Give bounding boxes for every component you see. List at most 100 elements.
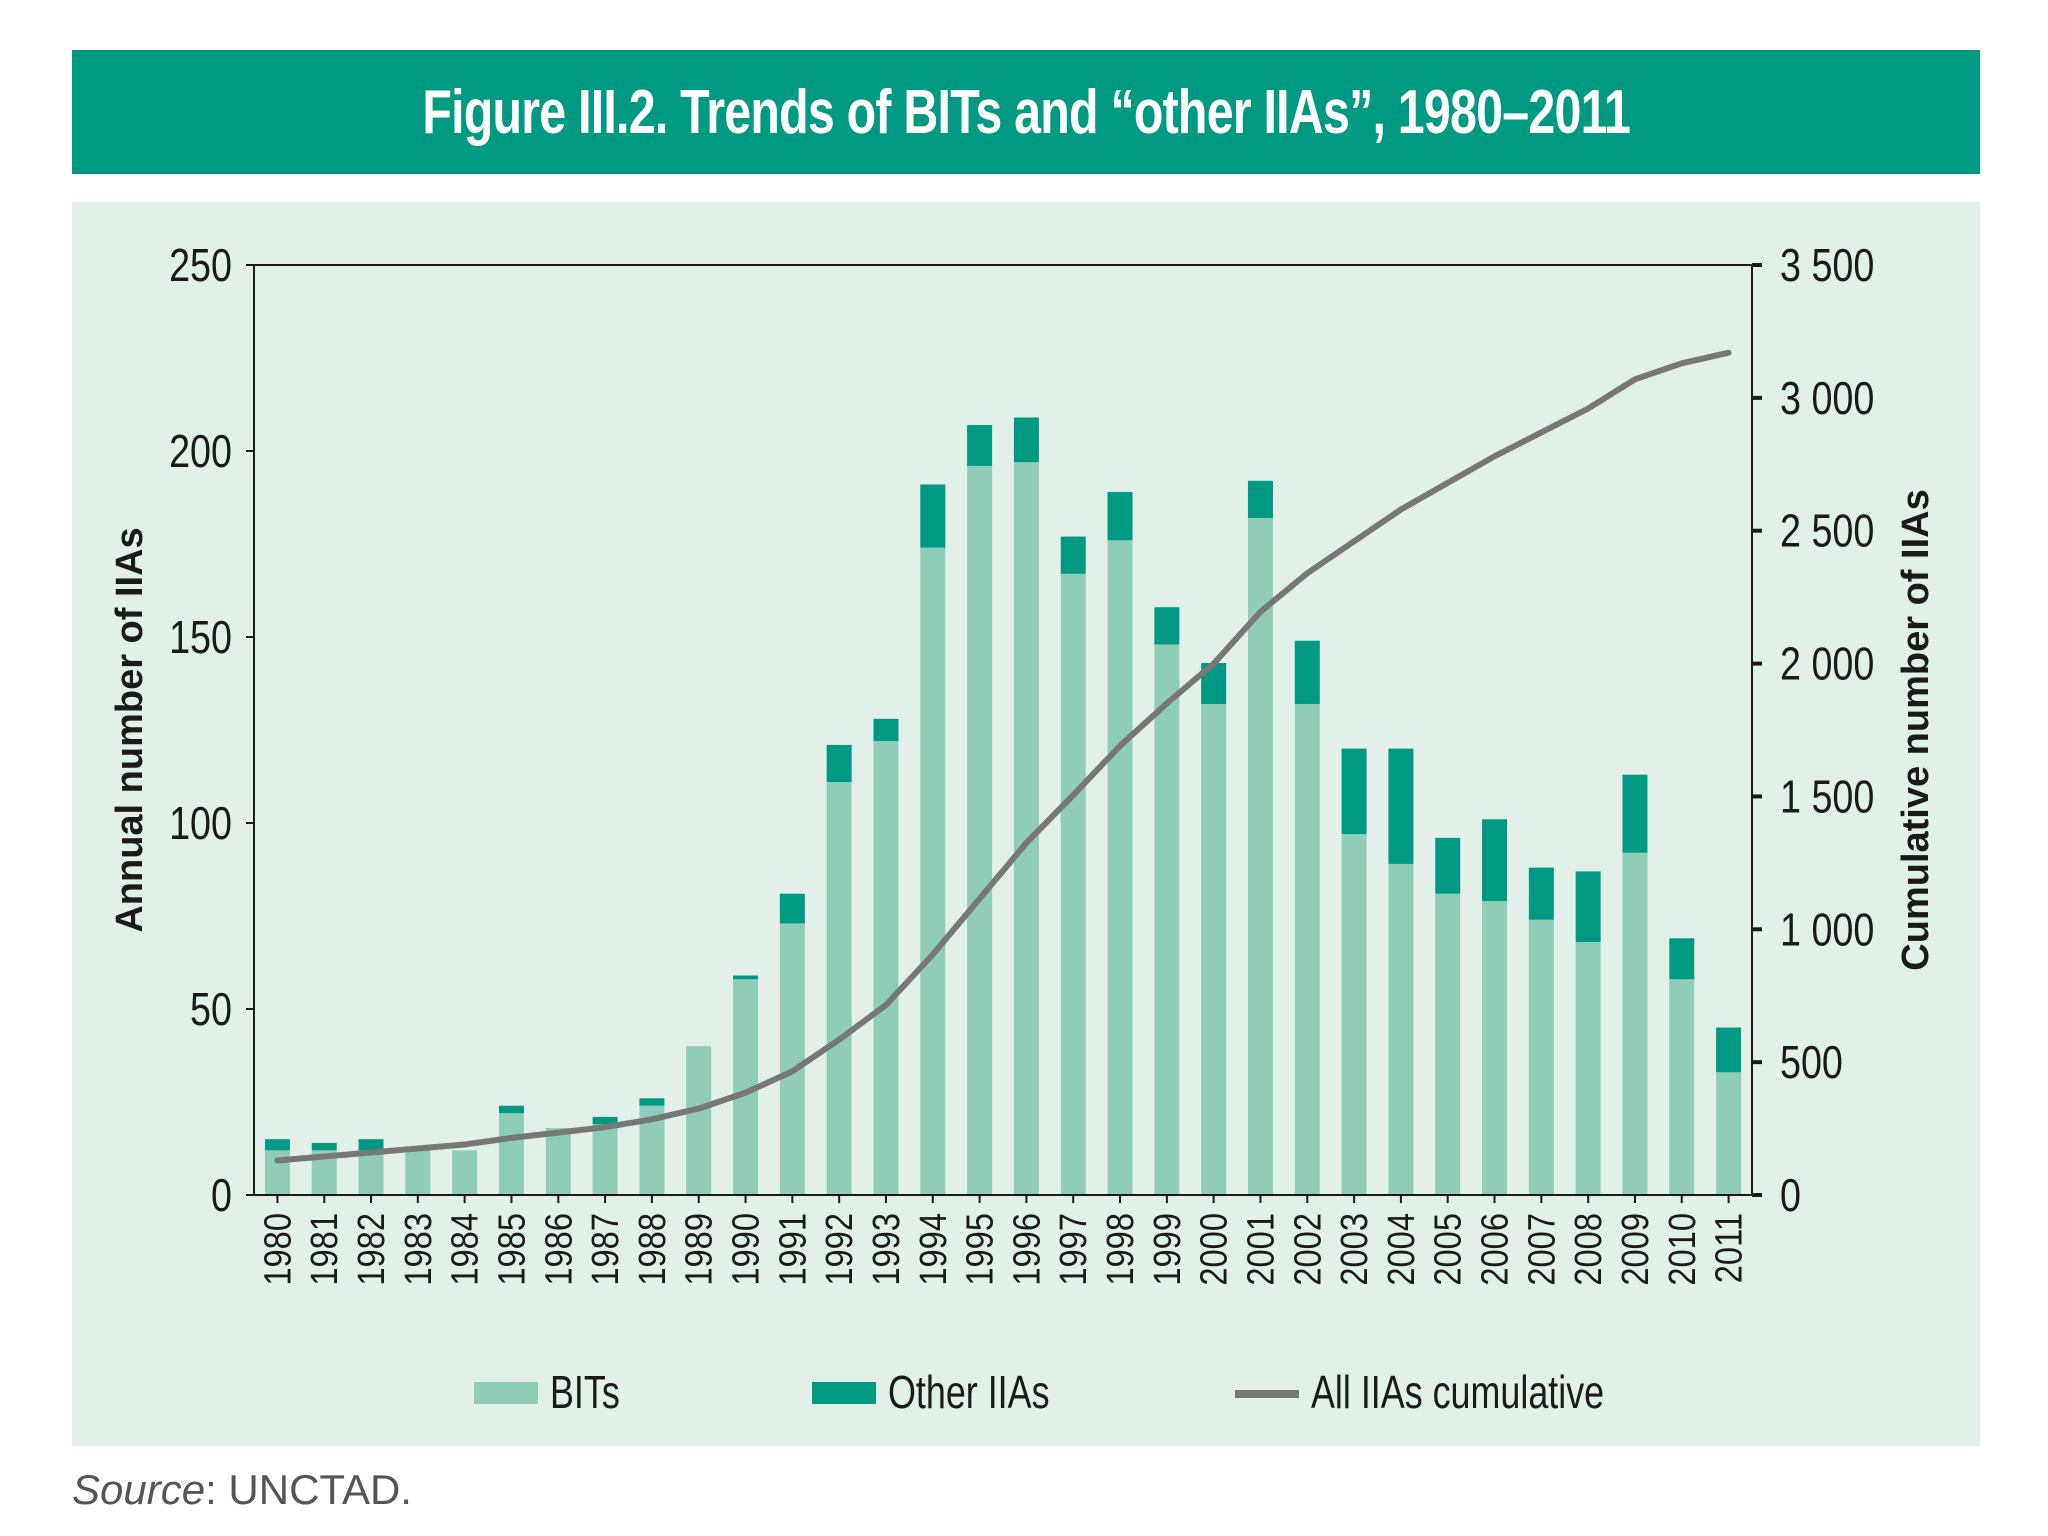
x-tick-label-2008: 2008	[1567, 1213, 1610, 1286]
legend-label-other-iias: Other IIAs	[888, 1367, 1050, 1418]
bar-bits-2006	[1482, 901, 1508, 1195]
y-left-axis-title: Annual number of IIAs	[109, 527, 151, 932]
x-tick-label-2006: 2006	[1473, 1213, 1516, 1286]
x-tick-label-2003: 2003	[1333, 1213, 1376, 1286]
x-tick-label-1992: 1992	[818, 1213, 861, 1286]
y-left-tick-label-0: 0	[211, 1169, 232, 1220]
x-tick-label-1994: 1994	[911, 1213, 954, 1286]
figure-title-bar: Figure III.2. Trends of BITs and “other …	[72, 50, 1980, 174]
bar-other-iias-2003	[1341, 748, 1367, 835]
x-tick-label-2002: 2002	[1286, 1213, 1329, 1286]
x-tick-label-1980: 1980	[256, 1213, 299, 1286]
bar-bits-1996	[1013, 462, 1039, 1195]
legend-swatch-other-iias	[812, 1382, 876, 1404]
y-left-tick-label-200: 200	[169, 425, 232, 476]
bar-bits-2011	[1716, 1072, 1742, 1195]
chart-svg: 0 50 100 150 200 250 0 500 1 000 1 500 2 000 2 500 3…	[109, 239, 1937, 1418]
legend-label-all-iias-cumulative: All IIAs cumulative	[1311, 1367, 1604, 1418]
y-right-tick-label-1500: 1 500	[1780, 771, 1874, 822]
bar-bits-1991	[779, 923, 805, 1195]
bar-bits-1997	[1060, 573, 1086, 1195]
source-label: Source	[72, 1466, 206, 1513]
bar-bits-2008	[1575, 942, 1601, 1195]
chart-panel: 0 50 100 150 200 250 0 500 1 000 1 500 2 000 2 500 3…	[72, 202, 1980, 1446]
bar-bits-1993	[873, 741, 899, 1195]
bar-other-iias-2006	[1482, 819, 1508, 902]
bar-bits-1986	[545, 1128, 571, 1195]
x-tick-label-2007: 2007	[1520, 1213, 1563, 1286]
x-tick-label-1982: 1982	[350, 1213, 393, 1286]
line-all-iias-cumulative	[274, 349, 1732, 1164]
x-tick-label-1989: 1989	[677, 1213, 720, 1286]
bar-bits-1994	[920, 547, 946, 1195]
y-left-tick-label-150: 150	[169, 611, 232, 662]
bar-other-iias-1998	[1107, 491, 1133, 541]
bar-bits-2002	[1294, 703, 1320, 1195]
x-tick-label-2010: 2010	[1660, 1213, 1703, 1286]
bar-bits-2003	[1341, 834, 1367, 1195]
x-tick-label-1993: 1993	[865, 1213, 908, 1286]
bar-bits-1995	[967, 465, 993, 1195]
bar-other-iias-1980	[264, 1139, 290, 1151]
bar-other-iias-1996	[1013, 417, 1039, 463]
x-tick-label-2004: 2004	[1380, 1213, 1423, 1286]
bar-other-iias-1999	[1154, 607, 1180, 645]
bar-bits-2000	[1201, 703, 1227, 1195]
source-note: Source: UNCTAD.	[72, 1466, 412, 1514]
bar-bits-1983	[405, 1150, 431, 1195]
bar-other-iias-2010	[1669, 938, 1695, 980]
x-tick-label-2005: 2005	[1426, 1213, 1469, 1286]
legend-label-bits: BITs	[550, 1367, 620, 1418]
legend-swatch-bits	[474, 1382, 538, 1404]
y-right-tick-label-1000: 1 000	[1780, 904, 1874, 955]
x-tick-label-1983: 1983	[397, 1213, 440, 1286]
x-tick-label-1985: 1985	[490, 1213, 533, 1286]
bar-other-iias-1992	[826, 744, 852, 783]
bar-bits-1992	[826, 782, 852, 1195]
x-tick-label-2000: 2000	[1192, 1213, 1235, 1286]
bar-bits-1984	[452, 1150, 478, 1195]
bar-other-iias-2009	[1622, 774, 1648, 853]
bar-other-iias-1997	[1060, 536, 1086, 574]
bar-bits-2001	[1247, 517, 1273, 1195]
bar-other-iias-1991	[779, 893, 805, 924]
y-right-tick-label-3000: 3 000	[1780, 372, 1874, 423]
bar-other-iias-1987	[592, 1116, 618, 1125]
y-left-tick-label-50: 50	[190, 983, 232, 1034]
bar-other-iias-1982	[358, 1139, 384, 1151]
bar-bits-2004	[1388, 863, 1414, 1195]
x-tick-label-1995: 1995	[958, 1213, 1001, 1286]
source-text: : UNCTAD.	[205, 1466, 412, 1513]
x-tick-label-1984: 1984	[443, 1213, 486, 1286]
x-tick-label-1998: 1998	[1099, 1213, 1142, 1286]
bar-bits-1985	[498, 1113, 524, 1195]
bar-other-iias-1993	[873, 718, 899, 742]
x-tick-label-1991: 1991	[771, 1213, 814, 1286]
bar-other-iias-1981	[311, 1142, 337, 1151]
x-tick-label-1987: 1987	[584, 1213, 627, 1286]
y-right-tick-label-3500: 3 500	[1780, 239, 1874, 290]
bar-bits-1982	[358, 1150, 384, 1195]
bar-other-iias-2004	[1388, 748, 1414, 864]
bar-bits-2005	[1435, 893, 1461, 1195]
x-tick-label-1986: 1986	[537, 1213, 580, 1286]
bar-other-iias-2007	[1528, 867, 1554, 920]
bar-bits-1989	[686, 1046, 712, 1195]
bar-other-iias-2002	[1294, 640, 1320, 704]
bar-other-iias-2001	[1247, 480, 1273, 518]
bar-other-iias-1994	[920, 484, 946, 548]
chart-title: Figure III.2. Trends of BITs and “other …	[422, 77, 1631, 147]
bar-other-iias-1988	[639, 1098, 665, 1106]
x-tick-label-1990: 1990	[724, 1213, 767, 1286]
y-right-tick-label-2000: 2 000	[1780, 638, 1874, 689]
y-left-tick-label-250: 250	[169, 239, 232, 290]
bar-other-iias-2011	[1716, 1027, 1742, 1073]
bar-other-iias-2008	[1575, 871, 1601, 943]
y-right-axis-title: Cumulative number of IIAs	[1895, 489, 1937, 970]
x-tick-label-2001: 2001	[1239, 1213, 1282, 1286]
y-right-tick-label-2500: 2 500	[1780, 505, 1874, 556]
bar-other-iias-2005	[1435, 837, 1461, 894]
x-tick-label-2009: 2009	[1614, 1213, 1657, 1286]
bar-bits-1999	[1154, 644, 1180, 1195]
bar-other-iias-1985	[498, 1105, 524, 1114]
